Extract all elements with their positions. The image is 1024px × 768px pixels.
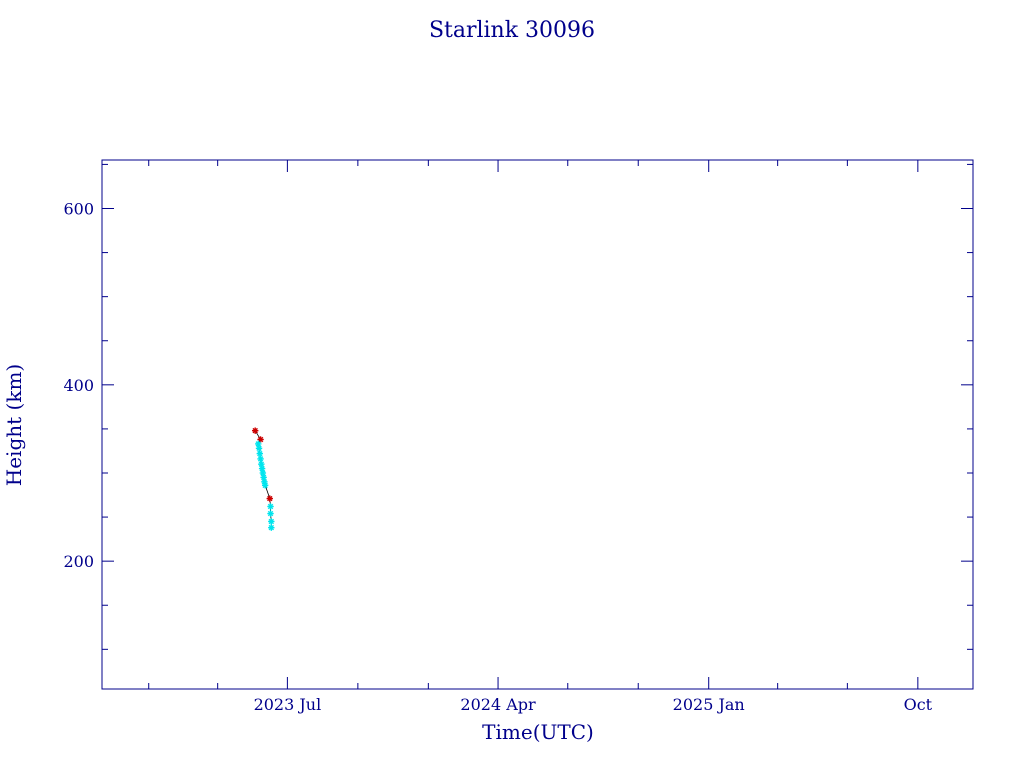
y-tick-label: 400 xyxy=(63,376,94,395)
data-point-cyan xyxy=(268,524,275,531)
data-point-cyan xyxy=(258,460,265,468)
x-tick-label: Oct xyxy=(904,695,933,714)
data-point-cyan xyxy=(261,482,269,489)
x-axis-title: Time(UTC) xyxy=(482,720,594,744)
x-tick-label: 2023 Jul xyxy=(254,695,322,714)
data-points xyxy=(252,427,275,531)
data-point-red xyxy=(257,436,264,443)
data-point-cyan xyxy=(256,450,264,457)
axis-ticks xyxy=(102,160,973,689)
data-point-cyan xyxy=(267,510,274,517)
data-point-cyan xyxy=(268,518,275,525)
y-tick-labels: 200 400 600 xyxy=(63,199,94,571)
data-point-cyan xyxy=(258,465,266,472)
y-tick-label: 600 xyxy=(63,199,94,218)
y-axis-title: Height (km) xyxy=(2,364,26,486)
data-point-cyan xyxy=(257,455,264,463)
data-point-cyan xyxy=(255,440,262,448)
data-point-red xyxy=(252,427,259,434)
chart-title: Starlink 30096 xyxy=(429,18,595,43)
plot-frame xyxy=(101,159,974,690)
x-tick-labels: 2023 Jul 2024 Apr 2025 Jan Oct xyxy=(254,695,933,714)
data-point-red xyxy=(266,495,273,502)
x-tick-label: 2024 Apr xyxy=(460,695,536,714)
data-point-cyan xyxy=(267,503,274,510)
data-point-cyan xyxy=(259,469,267,477)
data-point-cyan xyxy=(260,474,267,481)
data-point-cyan xyxy=(255,445,263,452)
x-tick-label: 2025 Jan xyxy=(673,695,745,714)
y-tick-label: 200 xyxy=(63,552,94,571)
